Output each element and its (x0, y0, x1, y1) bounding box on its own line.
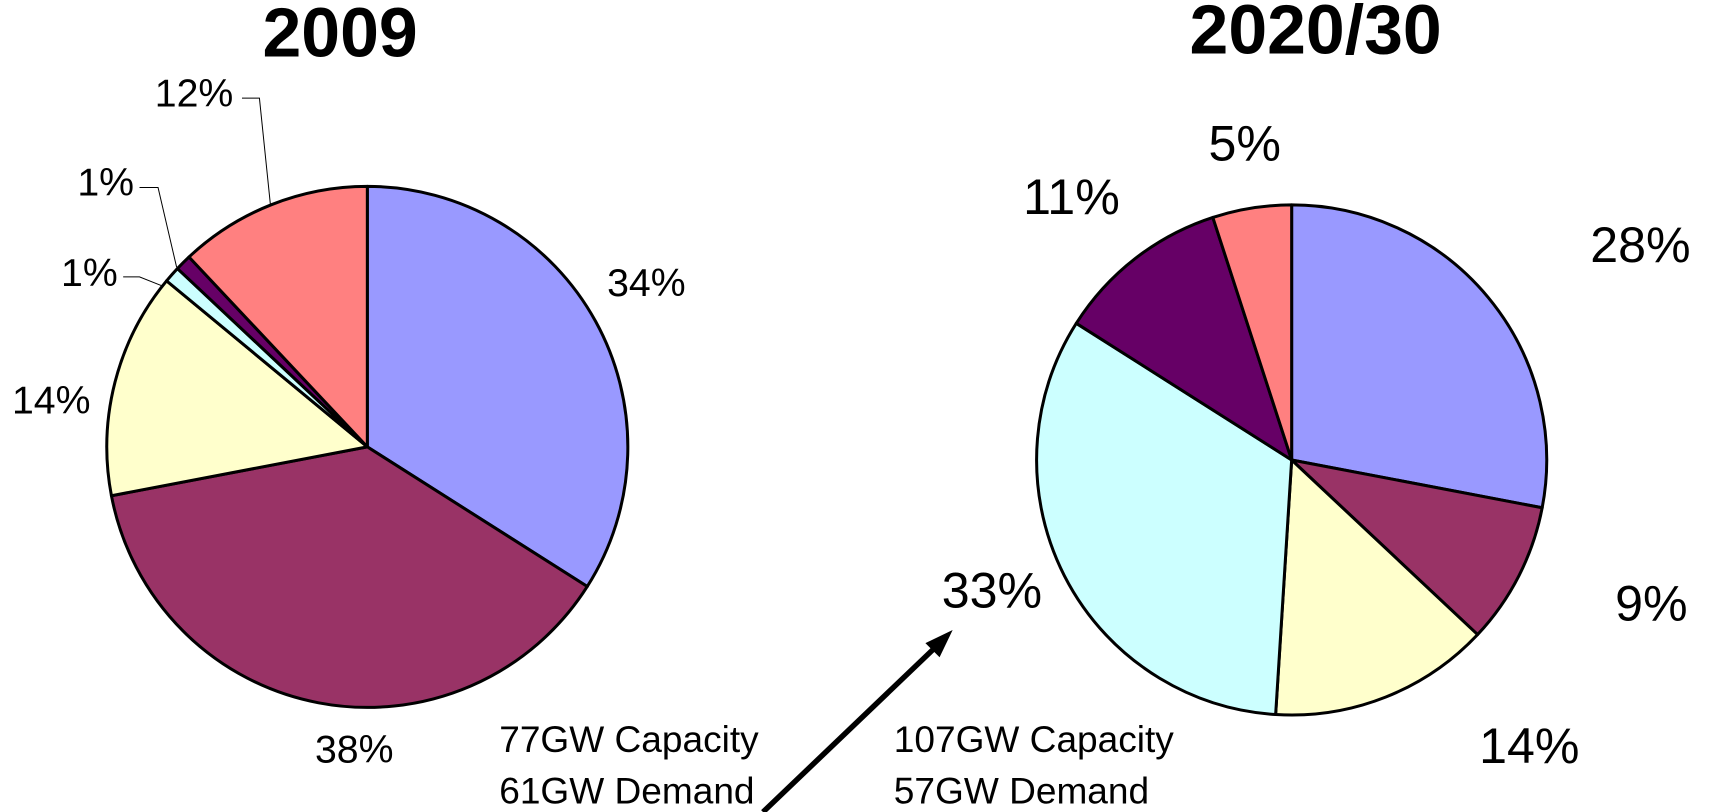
value-label: 11% (1023, 169, 1120, 225)
annotation: 61GW Demand (499, 769, 754, 811)
value-label: 14% (12, 379, 91, 423)
leader-line (123, 276, 162, 287)
chart-title: 2009 (262, 0, 417, 72)
value-label: 14% (1479, 718, 1579, 774)
pie-slice (1074, 215, 1294, 462)
chart-title: 2020/30 (1190, 0, 1442, 68)
pie-slice (1211, 203, 1294, 462)
pie-slice (1290, 203, 1549, 510)
value-label: 33% (942, 562, 1042, 618)
pie-slice (187, 184, 369, 449)
value-label: 1% (61, 251, 118, 295)
pie-slice (1274, 458, 1480, 717)
pie-slice (1290, 458, 1544, 637)
annotation: 57GW Demand (894, 769, 1149, 811)
annotation: 77GW Capacity (499, 718, 759, 760)
value-label: 1% (77, 161, 134, 205)
value-label: 12% (155, 71, 234, 115)
pie-slice (105, 279, 369, 498)
annotation: 107GW Capacity (894, 718, 1174, 760)
pie-slice (109, 445, 589, 709)
leader-line (139, 186, 178, 268)
value-label: 34% (607, 261, 686, 305)
value-label: 5% (1209, 115, 1281, 171)
value-label: 28% (1590, 217, 1690, 273)
arrow (761, 630, 953, 812)
leader-line (241, 97, 271, 204)
value-label: 38% (315, 727, 394, 771)
value-label: 9% (1615, 575, 1687, 631)
